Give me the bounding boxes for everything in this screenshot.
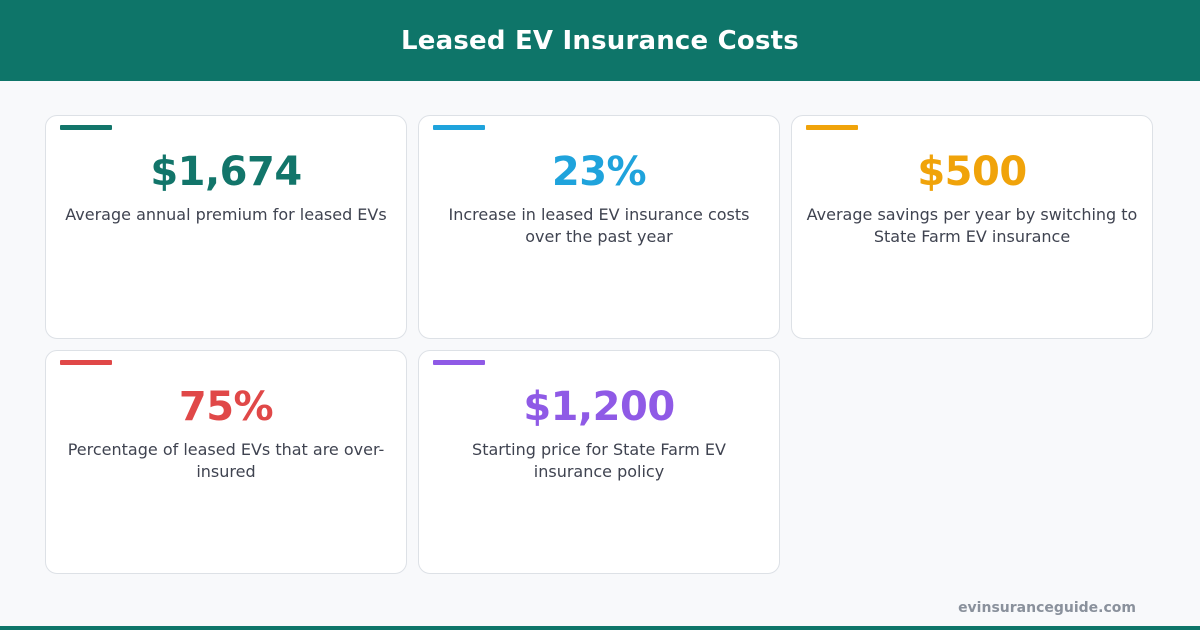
- stat-description: Increase in leased EV insurance costs ov…: [448, 205, 750, 246]
- stat-value: $1,200: [523, 384, 675, 430]
- stat-value: 23%: [551, 149, 647, 195]
- card-accent-bar: [433, 360, 485, 365]
- stat-card-starting-price: $1,200 Starting price for State Farm EV …: [418, 350, 780, 574]
- stat-card-annual-premium: $1,674 Average annual premium for leased…: [45, 115, 407, 339]
- header-banner: Leased EV Insurance Costs: [0, 0, 1200, 81]
- stat-card-cost-increase: 23% Increase in leased EV insurance cost…: [418, 115, 780, 339]
- site-url: evinsuranceguide.com: [958, 600, 1136, 616]
- stat-card-savings: $500 Average savings per year by switchi…: [791, 115, 1153, 339]
- stat-description: Average savings per year by switching to…: [806, 205, 1138, 246]
- stat-card-over-insured: 75% Percentage of leased EVs that are ov…: [45, 350, 407, 574]
- stat-description: Percentage of leased EVs that are over-i…: [67, 440, 385, 481]
- card-accent-bar: [806, 125, 858, 130]
- bottom-divider: [0, 626, 1200, 630]
- stat-value: 75%: [178, 384, 274, 430]
- stat-value: $500: [917, 149, 1027, 195]
- stat-description: Average annual premium for leased EVs: [65, 205, 387, 224]
- page-title: Leased EV Insurance Costs: [401, 25, 799, 56]
- card-accent-bar: [60, 125, 112, 130]
- stat-description: Starting price for State Farm EV insuran…: [472, 440, 726, 481]
- stat-value: $1,674: [150, 149, 302, 195]
- card-accent-bar: [60, 360, 112, 365]
- card-accent-bar: [433, 125, 485, 130]
